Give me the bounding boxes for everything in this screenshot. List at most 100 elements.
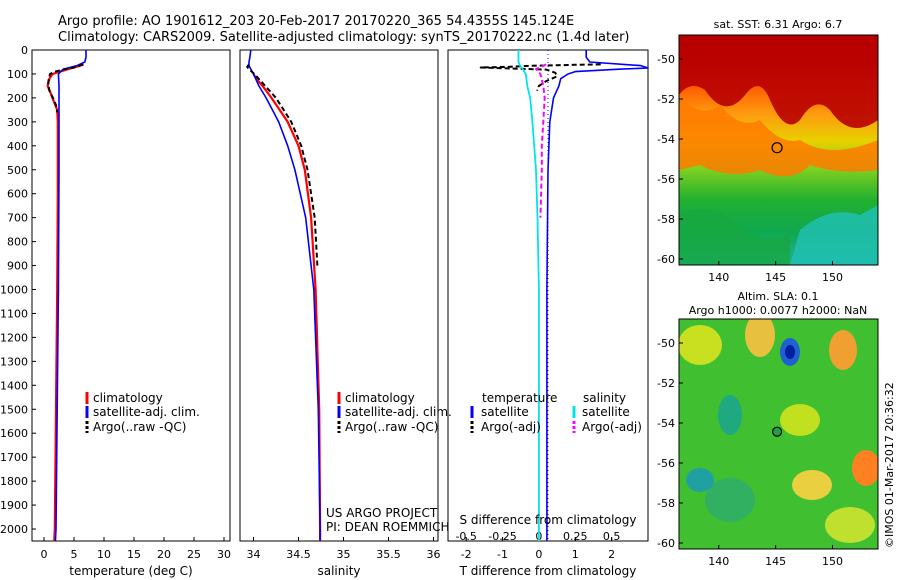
- imos-stamp: ©IMOS 01-Mar-2017 20:36:32: [883, 382, 896, 548]
- legend-label-t-argo: Argo(-adj): [481, 420, 541, 434]
- x-tick-label: 30: [217, 548, 231, 561]
- series-line-satellite-adj-clim-: [54, 50, 87, 542]
- x-tick-label: 35.5: [376, 548, 401, 561]
- depth-tick-label: 1400: [0, 379, 28, 392]
- sst-map: [679, 35, 878, 265]
- map-x-tick-label: 140: [708, 555, 729, 568]
- depth-tick-label: 400: [7, 140, 28, 153]
- depth-tick-label: 0: [21, 44, 28, 57]
- x-tick-label: 34: [247, 548, 261, 561]
- series-line-climatology: [46, 63, 84, 542]
- x-tick-label: 2: [608, 548, 615, 561]
- sla-map-frame: [678, 318, 879, 550]
- series-line-salinity-satellite: [517, 50, 540, 541]
- temperature-legend: climatology satellite-adj. clim. Argo(..…: [85, 391, 200, 434]
- sla-blob-6: [718, 395, 742, 435]
- series-line-argo-raw-qc-: [47, 63, 84, 113]
- difference-profiles: [479, 50, 649, 541]
- salinity-xlabel: salinity: [317, 564, 360, 578]
- sla-blob-1: [679, 325, 722, 365]
- sla-argo-marker: [771, 426, 783, 437]
- sst-orange-band: [679, 95, 878, 177]
- legend-label-satellite: satellite-adj. clim.: [93, 405, 200, 419]
- sla-map-title-1: Altim. SLA: 0.1: [737, 290, 818, 303]
- temperature-panel-frame: [31, 49, 231, 542]
- depth-tick-label: 1100: [0, 307, 28, 320]
- sst-warm-tongue: [679, 35, 878, 128]
- sla-map-ticks: 140 145 150 -50 -52 -54 -56 -58 -60: [657, 337, 843, 568]
- series-line-temperature-satellite: [546, 50, 649, 541]
- depth-tick-label: 1800: [0, 475, 28, 488]
- sla-blob-9: [792, 470, 832, 500]
- legend-head-temperature: temperature: [482, 391, 557, 405]
- map-x-tick-label: 145: [765, 555, 786, 568]
- project-credit-line-2: PI: DEAN ROEMMICH: [326, 520, 449, 534]
- x-tick-label: 1: [572, 548, 579, 561]
- x-tick-label: 20: [157, 548, 171, 561]
- map-y-tick-label: -58: [657, 213, 675, 226]
- depth-tick-label: 700: [7, 212, 28, 225]
- sla-blob-5: [829, 330, 857, 370]
- sst-map-title: sat. SST: 6.31 Argo: 6.7: [714, 18, 843, 31]
- depth-tick-label: 2000: [0, 523, 28, 536]
- legend-label-argo: Argo(..raw -QC): [93, 420, 186, 434]
- salinity-axis-ticks: 34 34.5 35 35.5 36: [247, 537, 441, 561]
- x-tick-label: -1: [497, 548, 508, 561]
- x-tick-label: -0.5: [455, 530, 476, 543]
- depth-tick-label: 1700: [0, 451, 28, 464]
- depth-tick-label: 200: [7, 92, 28, 105]
- map-y-tick-label: -52: [657, 377, 675, 390]
- x-tick-label: 0.25: [563, 530, 588, 543]
- sst-argo-marker: [771, 142, 783, 154]
- temperature-profiles: [46, 50, 87, 542]
- legend-head-salinity: salinity: [583, 391, 626, 405]
- x-tick-label: 35: [337, 548, 351, 561]
- x-tick-label: 15: [127, 548, 141, 561]
- map-y-tick-label: -56: [657, 457, 675, 470]
- depth-tick-label: 1900: [0, 499, 28, 512]
- map-y-tick-label: -52: [657, 93, 675, 106]
- sla-map-title-2: Argo h1000: 0.0077 h2000: NaN: [689, 304, 868, 317]
- temperature-xlabel: temperature (deg C): [69, 564, 192, 578]
- map-y-tick-label: -60: [657, 537, 675, 550]
- map-y-tick-label: -54: [657, 417, 675, 430]
- title-line-2: Climatology: CARS2009. Satellite-adjuste…: [58, 30, 630, 45]
- map-x-tick-label: 140: [708, 271, 729, 284]
- legend-label-s-argo: Argo(-adj): [582, 420, 642, 434]
- x-tick-label: 10: [97, 548, 111, 561]
- sla-blob-2: [745, 319, 775, 357]
- x-tick-label: 25: [187, 548, 201, 561]
- salinity-profiles: [246, 49, 322, 541]
- difference-panel-frame: [447, 49, 649, 542]
- sla-blob-8: [852, 450, 878, 486]
- map-x-tick-label: 145: [765, 271, 786, 284]
- x-tick-label: 34.5: [286, 548, 311, 561]
- sst-green-patch: [679, 209, 790, 265]
- depth-tick-label: 1200: [0, 331, 28, 344]
- depth-tick-label: 900: [7, 260, 28, 273]
- legend-label-t-satellite: satellite: [481, 405, 529, 419]
- s-diff-xlabel: S difference from climatology: [460, 513, 637, 527]
- title-line-1: Argo profile: AO 1901612_203 20-Feb-2017…: [58, 14, 575, 29]
- depth-tick-label: 1300: [0, 355, 28, 368]
- x-tick-label: 5: [71, 548, 78, 561]
- depth-tick-label: 600: [7, 188, 28, 201]
- legend-label-climatology: climatology: [93, 391, 163, 405]
- x-tick-label: 0: [41, 548, 48, 561]
- x-tick-label: 0.5: [603, 530, 621, 543]
- depth-tick-label: 1600: [0, 427, 28, 440]
- map-y-tick-label: -56: [657, 173, 675, 186]
- depth-tick-label: 500: [7, 164, 28, 177]
- x-tick-label: -0.25: [488, 530, 516, 543]
- series-line-argo-raw-qc-: [246, 63, 319, 266]
- sst-cyan-patch: [790, 205, 878, 265]
- depth-tick-label: 100: [7, 68, 28, 81]
- sla-blob-10: [705, 478, 755, 522]
- depth-tick-label: 800: [7, 236, 28, 249]
- map-y-tick-label: -50: [657, 53, 675, 66]
- depth-tick-label: 300: [7, 116, 28, 129]
- t-diff-xlabel: T difference from climatology: [459, 564, 637, 578]
- sla-blob-11: [686, 468, 714, 492]
- salinity-panel-frame: [239, 49, 439, 542]
